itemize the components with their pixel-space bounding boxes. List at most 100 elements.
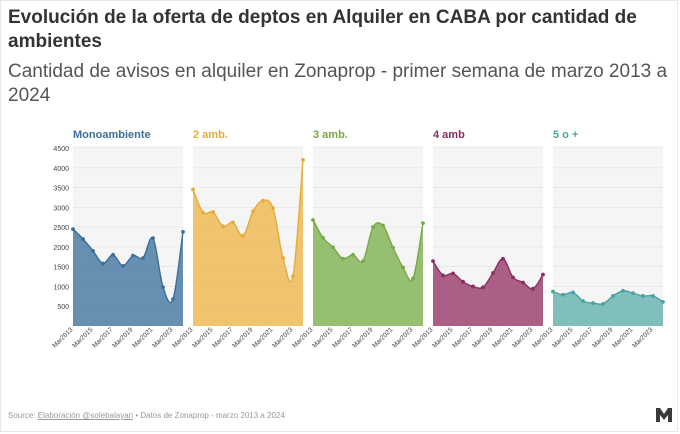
x-tick-label: Mar2017 (571, 326, 594, 349)
x-tick-label: Mar2023 (511, 326, 534, 349)
x-tick-label: Mar2023 (631, 326, 654, 349)
panel-title: 3 amb. (313, 129, 348, 141)
source-link[interactable]: Elaboración @solebalayan (37, 411, 134, 420)
small-multiples-area-chart: 500 1000 1500 2000 2500 3000 3500 4000 4500 Monoa… (51, 129, 665, 350)
x-tick-label: Mar2019 (351, 326, 374, 349)
x-tick-label: Mar2021 (611, 326, 634, 349)
data-point (471, 284, 475, 289)
data-point (181, 229, 185, 234)
source-suffix: • Datos de Zonaprop - marzo 2013 a 2024 (133, 411, 285, 420)
data-point (241, 233, 245, 238)
data-point (501, 256, 505, 261)
y-tick-label: 500 (57, 304, 69, 311)
x-tick-label: Mar2015 (191, 326, 214, 349)
x-tick-label: Mar2013 (531, 326, 554, 349)
data-point (161, 285, 165, 290)
data-point (151, 236, 155, 241)
data-point (381, 223, 385, 228)
x-tick-label: Mar2017 (211, 326, 234, 349)
data-point (441, 273, 445, 278)
data-point (201, 210, 205, 215)
data-point (141, 256, 145, 260)
data-point (581, 299, 585, 303)
data-point (641, 294, 645, 298)
data-point (541, 272, 545, 277)
x-tick-label: Mar2015 (71, 326, 94, 349)
series-area (313, 219, 423, 326)
data-point (591, 301, 595, 305)
data-point (401, 265, 405, 270)
x-tick-label: Mar2019 (111, 326, 134, 349)
data-point (171, 297, 175, 302)
data-point (391, 245, 395, 250)
x-tick-label: Mar2021 (251, 326, 274, 349)
y-tick-label: 3500 (53, 186, 69, 193)
panel-title: 2 amb. (193, 129, 228, 141)
brand-logo-icon (656, 408, 672, 422)
data-point (281, 256, 285, 260)
data-point (651, 294, 655, 298)
data-point (191, 187, 195, 192)
data-point (551, 289, 555, 294)
data-point (111, 252, 115, 257)
x-tick-label: Mar2021 (491, 326, 514, 349)
data-point (631, 291, 635, 296)
data-point (331, 245, 335, 250)
series-area (73, 229, 183, 326)
data-point (461, 279, 465, 284)
data-point (311, 218, 315, 222)
x-tick-label: Mar2023 (151, 326, 174, 349)
data-point (371, 225, 375, 230)
data-point (451, 271, 455, 276)
source-prefix: Source: (8, 411, 38, 420)
x-tick-label: Mar2015 (431, 326, 454, 349)
data-point (351, 252, 355, 257)
data-point (341, 256, 345, 261)
data-point (251, 209, 255, 214)
x-tick-label: Mar2023 (271, 326, 294, 349)
x-tick-label: Mar2017 (91, 326, 114, 349)
x-tick-label: Mar2019 (231, 326, 254, 349)
source-note: Source: Elaboración @solebalayan • Datos… (8, 411, 285, 420)
data-point (431, 259, 435, 264)
panel-title: Monoambiente (73, 129, 151, 141)
data-point (491, 271, 495, 275)
y-tick-label: 1500 (53, 265, 69, 272)
y-tick-label: 2000 (53, 245, 69, 252)
data-point (361, 259, 365, 264)
panel-title: 5 o + (553, 129, 578, 141)
x-tick-label: Mar2013 (51, 326, 74, 349)
x-tick-label: Mar2017 (331, 326, 354, 349)
data-point (511, 275, 515, 280)
chart-subtitle: Cantidad de avisos en alquiler en Zonapr… (8, 61, 668, 106)
y-tick-label: 3000 (53, 205, 69, 212)
data-point (101, 261, 105, 266)
y-tick-label: 4000 (53, 166, 69, 173)
data-point (301, 157, 305, 162)
x-tick-label: Mar2015 (551, 326, 574, 349)
x-tick-label: Mar2013 (411, 326, 434, 349)
data-point (481, 285, 485, 290)
series-area (433, 258, 543, 326)
data-point (561, 292, 565, 297)
data-point (131, 253, 135, 258)
data-point (661, 299, 665, 304)
data-point (121, 263, 125, 268)
x-tick-label: Mar2015 (311, 326, 334, 349)
x-tick-label: Mar2023 (391, 326, 414, 349)
data-point (211, 210, 215, 214)
data-point (261, 198, 265, 203)
data-point (611, 294, 615, 298)
data-point (291, 274, 295, 279)
chart-title: Evolución de la oferta de deptos en Alqu… (8, 7, 637, 52)
data-point (271, 206, 275, 211)
data-point (621, 288, 625, 293)
data-point (601, 301, 605, 306)
x-tick-label: Mar2021 (131, 326, 154, 349)
panel-title: 4 amb (433, 129, 465, 141)
data-point (571, 290, 575, 295)
y-tick-label: 1000 (53, 284, 69, 291)
x-tick-label: Mar2019 (591, 326, 614, 349)
data-point (521, 280, 525, 285)
